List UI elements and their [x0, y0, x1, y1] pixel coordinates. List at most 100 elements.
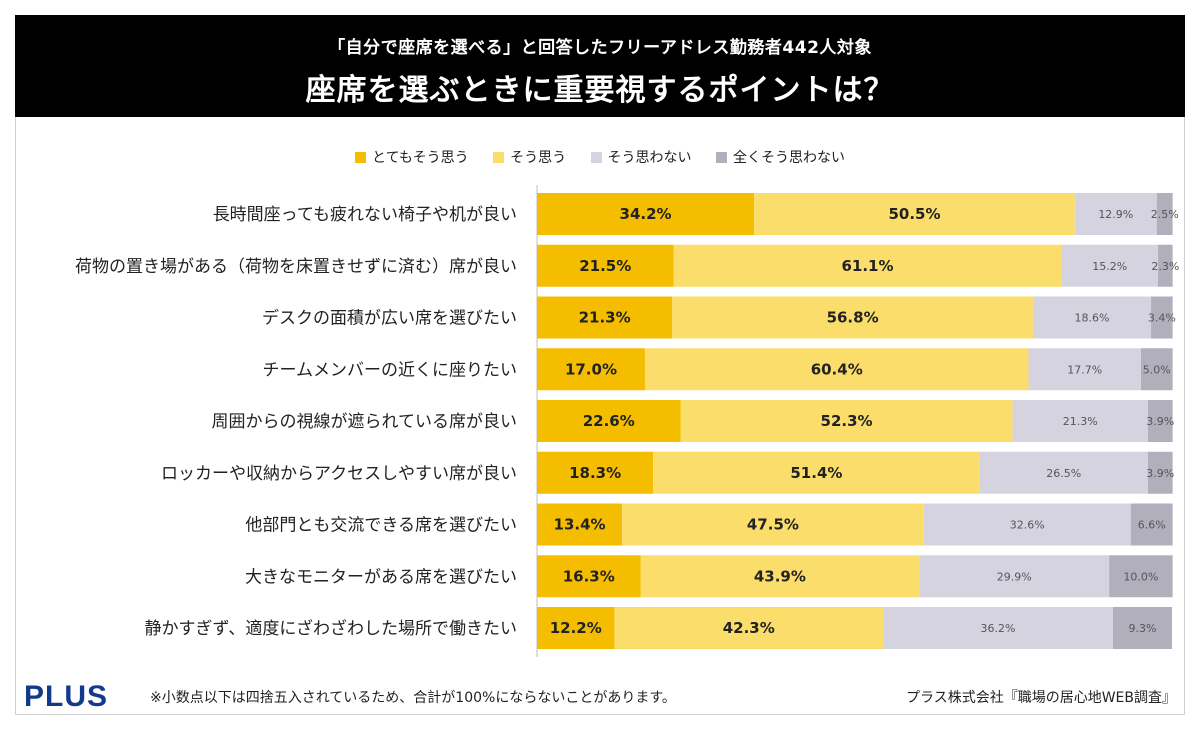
- bar-segment: [673, 244, 1062, 287]
- data-label: 17.7%: [1067, 363, 1102, 376]
- data-label: 12.2%: [550, 619, 602, 637]
- bar-segment: [1158, 244, 1173, 287]
- data-label: 29.9%: [997, 570, 1032, 583]
- data-label: 5.0%: [1143, 363, 1171, 376]
- data-label: 16.3%: [563, 567, 615, 585]
- data-label: 50.5%: [888, 205, 940, 223]
- data-label: 2.3%: [1151, 260, 1179, 273]
- chart-legend: とてもそう思う そう思う そう思わない 全くそう思わない: [0, 147, 1200, 167]
- bar-segment: [883, 607, 1113, 649]
- data-label: 22.6%: [583, 412, 635, 430]
- data-label: 51.4%: [790, 464, 842, 482]
- bar-segment: [537, 400, 681, 442]
- bar-segment: [537, 348, 645, 391]
- bar-segment: [923, 503, 1131, 546]
- bar-segment: [672, 296, 1033, 339]
- data-label: 47.5%: [747, 516, 799, 534]
- data-label: 2.5%: [1151, 208, 1179, 221]
- legend-swatch: [590, 151, 602, 163]
- bar-segment: [537, 244, 674, 287]
- category-label: デスクの面積が広い席を選びたい: [262, 308, 517, 329]
- bar-segment: [1028, 348, 1141, 391]
- legend-item-strongly-disagree: 全くそう思わない: [715, 147, 845, 167]
- bar-segment: [1130, 503, 1173, 546]
- data-label: 6.6%: [1138, 519, 1166, 532]
- data-label: 3.9%: [1146, 415, 1174, 428]
- bar-segment: [754, 193, 1075, 235]
- data-label: 3.9%: [1146, 467, 1174, 480]
- chart-title: 座席を選ぶときに重要視するポイントは？: [305, 73, 895, 108]
- data-label: 9.3%: [1128, 622, 1156, 635]
- bar-segment: [1151, 296, 1173, 339]
- legend-label: そう思わない: [607, 150, 692, 166]
- category-label: ロッカーや収納からアクセスしやすい席が良い: [161, 464, 517, 484]
- data-label: 13.4%: [554, 516, 606, 534]
- category-label: 荷物の置き場がある（荷物を床置きせずに済む）席が良い: [75, 257, 517, 277]
- bar-segment: [1012, 400, 1148, 442]
- bar-segment: [537, 607, 615, 649]
- legend-label: 全くそう思わない: [732, 150, 845, 166]
- bar-segment: [622, 503, 924, 546]
- category-label: チームメンバーの近くに座りたい: [263, 360, 518, 380]
- bar-segment: [537, 451, 654, 494]
- plus-logo: PLUS: [24, 680, 109, 713]
- bar-segment: [1061, 244, 1159, 287]
- legend-item-strongly-agree: とてもそう思う: [355, 147, 469, 167]
- bar-segment: [537, 503, 623, 546]
- bar-segment: [640, 555, 920, 598]
- data-label: 61.1%: [841, 257, 893, 275]
- bar-segment: [644, 348, 1029, 391]
- data-label: 36.2%: [981, 622, 1016, 635]
- data-label: 34.2%: [620, 205, 672, 223]
- bar-segment: [653, 451, 980, 494]
- footnote: ※小数点以下は四捨五入されているため、合計が100%にならないことがあります。: [150, 690, 676, 706]
- category-label: 静かすぎず、適度にざわざわした場所で働きたい: [145, 618, 517, 639]
- category-label: 長時間座っても疲れない椅子や机が良い: [213, 205, 517, 225]
- data-label: 3.4%: [1148, 312, 1176, 325]
- bar-segment: [1112, 607, 1172, 649]
- legend-label: そう思う: [510, 150, 567, 166]
- legend-label: とてもそう思う: [372, 150, 469, 166]
- bar-segment: [1156, 193, 1173, 235]
- data-label: 52.3%: [821, 412, 873, 430]
- bar-segment: [537, 193, 755, 235]
- data-label: 18.6%: [1075, 312, 1110, 325]
- bar-segment: [979, 451, 1148, 494]
- chart-subtitle: 「自分で座席を選べる」と回答したフリーアドレス勤務者442人対象: [328, 38, 872, 58]
- data-label: 56.8%: [827, 309, 879, 327]
- data-label: 12.9%: [1098, 208, 1133, 221]
- data-label: 60.4%: [811, 360, 863, 378]
- bar-segment: [1147, 400, 1173, 442]
- bar-segment: [537, 555, 641, 598]
- category-label: 他部門とも交流できる席を選びたい: [245, 516, 517, 536]
- bar-segment: [614, 607, 884, 649]
- category-label: 周囲からの視線が遮られている席が良い: [212, 412, 518, 432]
- data-label: 21.5%: [579, 257, 631, 275]
- data-label: 42.3%: [723, 619, 775, 637]
- legend-swatch: [715, 151, 727, 163]
- chart-header: 「自分で座席を選べる」と回答したフリーアドレス勤務者442人対象 座席を選ぶとき…: [15, 15, 1185, 117]
- data-label: 21.3%: [1063, 415, 1098, 428]
- data-label: 17.0%: [565, 360, 617, 378]
- data-label: 15.2%: [1092, 260, 1127, 273]
- bar-segment: [1147, 451, 1173, 494]
- data-label: 26.5%: [1046, 467, 1081, 480]
- data-label: 43.9%: [754, 567, 806, 585]
- bar-segment: [680, 400, 1013, 442]
- data-label: 10.0%: [1123, 570, 1158, 583]
- data-label: 21.3%: [579, 309, 631, 327]
- source-credit: プラス株式会社『職場の居心地WEB調査』: [905, 690, 1176, 706]
- chart-frame: [15, 117, 1185, 715]
- bar-segment: [1140, 348, 1173, 391]
- bar-segment: [919, 555, 1110, 598]
- data-label: 18.3%: [569, 464, 621, 482]
- legend-item-disagree: そう思わない: [590, 147, 692, 167]
- legend-swatch: [493, 151, 505, 163]
- bar-segment: [537, 296, 673, 339]
- data-label: 32.6%: [1010, 519, 1045, 532]
- bar-segment: [1074, 193, 1157, 235]
- stacked-bar-chart: 長時間座っても疲れない椅子や机が良い 34.2% 50.5% 12.9% 2.5% 荷物の…: [75, 185, 1179, 657]
- legend-item-agree: そう思う: [493, 147, 566, 167]
- bar-segment: [1109, 555, 1173, 598]
- bar-segment: [1032, 296, 1152, 339]
